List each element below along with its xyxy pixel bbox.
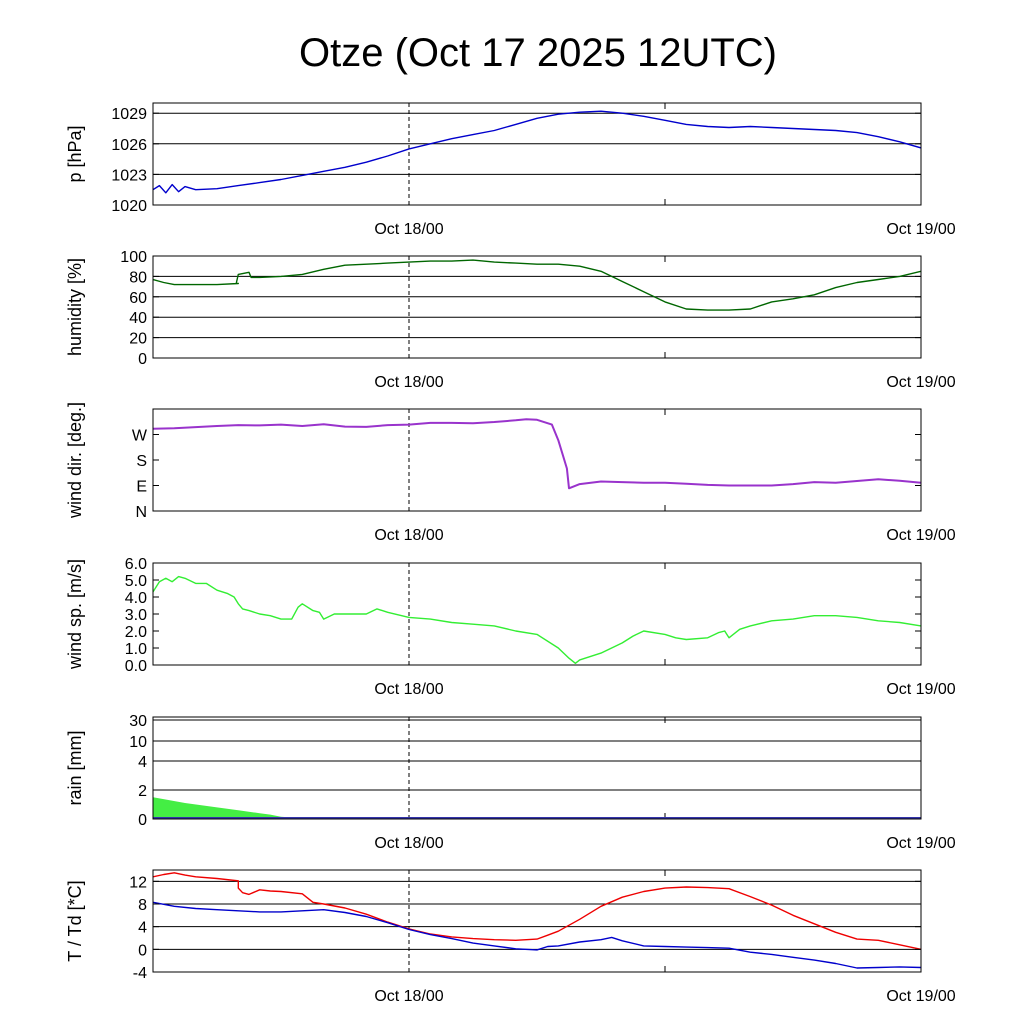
y-tick-label: 2.0 <box>125 624 147 641</box>
chart-title: Otze (Oct 17 2025 12UTC) <box>299 31 777 75</box>
series-line-temperature-1 <box>153 901 921 969</box>
y-tick-label: 5.0 <box>125 573 147 590</box>
y-tick-label: 6.0 <box>125 556 147 573</box>
x-tick-label: Oct 19/00 <box>886 681 955 698</box>
y-tick-label: 1026 <box>111 137 147 154</box>
panel-frame <box>152 408 922 512</box>
y-tick-label: 1.0 <box>125 641 147 658</box>
y-axis-label: rain [mm] <box>65 730 85 805</box>
y-tick-label: 12 <box>129 874 147 891</box>
x-tick-label: Oct 18/00 <box>374 374 443 391</box>
y-axis-label: humidity [%] <box>65 258 85 356</box>
x-tick-label: Oct 19/00 <box>886 527 955 544</box>
y-tick-label: 0 <box>138 942 147 959</box>
series-line-pressure-0 <box>153 110 921 194</box>
y-tick-label: 1023 <box>111 167 147 184</box>
panel-wind_speed: 0.01.02.03.04.05.06.0 wind sp. [m/s] Oct 1… <box>65 556 956 698</box>
panel-temperature: -4 0 4 8 12 T / Td [*C] Oct 18/00 Oct 19/00 <box>65 869 956 1005</box>
x-tick-label: Oct 19/00 <box>886 374 955 391</box>
x-tick-label: Oct 18/00 <box>374 681 443 698</box>
x-tick-label: Oct 19/00 <box>886 221 955 238</box>
series-line-temperature-0 <box>153 872 921 950</box>
series-line-wind_speed-0 <box>153 575 921 664</box>
y-tick-label: 1029 <box>111 106 147 123</box>
y-tick-label: N <box>135 504 147 521</box>
panel-humidity: 0 20 40 60 80 100 humidity [%] Oct 18/00 Oct 19/… <box>65 249 956 391</box>
x-tick-label: Oct 19/00 <box>886 988 955 1005</box>
y-tick-label: 4 <box>138 754 147 771</box>
y-tick-label: 0 <box>138 812 147 829</box>
panel-frame <box>152 102 922 206</box>
y-tick-label: S <box>136 453 147 470</box>
y-tick-label: 3.0 <box>125 607 147 624</box>
y-tick-label: 0.0 <box>125 658 147 675</box>
panel-frame <box>152 716 922 820</box>
y-tick-label: 20 <box>129 331 147 348</box>
y-tick-label: 4 <box>138 920 147 937</box>
rain-area <box>153 797 921 819</box>
y-tick-label: E <box>136 479 147 496</box>
y-axis-label: wind sp. [m/s] <box>65 559 85 670</box>
panel-rain: 0 2 4 10 30 rain [mm] Oct 18/00 Oct 19/00 <box>65 713 956 852</box>
panel-frame <box>152 255 922 359</box>
y-tick-label: 1020 <box>111 198 147 215</box>
series-line-wind_direction-0 <box>153 418 921 490</box>
y-tick-label: 30 <box>129 713 147 730</box>
y-tick-label: -4 <box>133 965 147 982</box>
panel-frame <box>152 562 922 666</box>
panel-pressure: 1020 1023 1026 1029 p [hPa] Oct 18/00 Oct 19/0… <box>65 102 956 238</box>
y-tick-label: 80 <box>129 269 147 286</box>
series-line-humidity-0 <box>153 259 921 311</box>
x-tick-label: Oct 19/00 <box>886 835 955 852</box>
y-axis-label: p [hPa] <box>65 125 85 182</box>
y-tick-label: 60 <box>129 290 147 307</box>
y-tick-label: 0 <box>138 351 147 368</box>
panel-frame <box>152 869 922 973</box>
y-tick-label: 2 <box>138 783 147 800</box>
y-axis-label: T / Td [*C] <box>65 880 85 961</box>
x-tick-label: Oct 18/00 <box>374 835 443 852</box>
y-axis-label: wind dir. [deg.] <box>65 402 85 519</box>
y-tick-label: 40 <box>129 310 147 327</box>
x-tick-label: Oct 18/00 <box>374 988 443 1005</box>
y-tick-label: W <box>132 428 148 445</box>
x-tick-label: Oct 18/00 <box>374 221 443 238</box>
y-tick-label: 4.0 <box>125 590 147 607</box>
x-tick-label: Oct 18/00 <box>374 527 443 544</box>
y-tick-label: 10 <box>129 734 147 751</box>
y-tick-label: 100 <box>120 249 147 266</box>
y-tick-label: 8 <box>138 897 147 914</box>
